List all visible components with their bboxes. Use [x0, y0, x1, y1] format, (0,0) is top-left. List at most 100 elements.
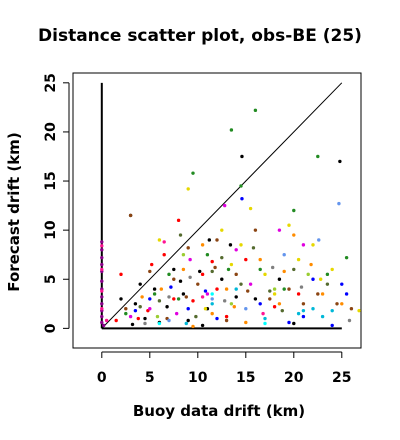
data-point: [349, 307, 354, 311]
data-point: [184, 321, 188, 326]
data-point: [248, 206, 253, 211]
data-point: [301, 243, 306, 247]
data-point: [186, 318, 190, 323]
data-point: [251, 246, 256, 250]
data-point: [357, 308, 361, 313]
data-point: [220, 228, 224, 232]
data-point: [272, 287, 277, 291]
data-point: [282, 287, 286, 291]
data-point: [220, 277, 224, 281]
data-point: [320, 292, 325, 296]
data-point: [172, 297, 176, 301]
data-point: [316, 292, 320, 296]
data-point: [234, 287, 238, 291]
data-point: [198, 269, 202, 274]
data-point: [347, 318, 352, 323]
data-point: [292, 208, 296, 213]
data-point: [301, 314, 306, 319]
data-point: [157, 321, 162, 326]
data-point: [157, 238, 162, 242]
data-point: [340, 282, 344, 286]
data-point: [114, 318, 118, 323]
data-point: [210, 259, 214, 264]
data-point: [188, 257, 192, 262]
data-point: [143, 321, 147, 326]
data-point: [320, 314, 325, 319]
data-point: [330, 267, 334, 272]
data-point: [311, 307, 315, 311]
data-point: [244, 257, 248, 262]
data-point: [162, 252, 166, 257]
data-point: [194, 314, 198, 319]
data-point: [337, 201, 341, 206]
data-point: [167, 318, 171, 323]
data-point: [148, 307, 152, 311]
data-point: [162, 240, 166, 244]
data-point: [270, 265, 275, 270]
data-point: [296, 292, 301, 296]
data-point: [226, 267, 231, 272]
data-point: [311, 243, 315, 247]
data-point: [100, 289, 104, 293]
y-axis: 0 5 10 15 20 25: [43, 73, 70, 333]
data-point: [172, 277, 176, 281]
data-point: [186, 246, 190, 250]
data-point: [229, 262, 234, 267]
data-point: [200, 272, 205, 277]
data-point: [330, 323, 334, 328]
x-tick-label: 10: [188, 370, 208, 386]
reference-lines: [100, 82, 343, 330]
y-tick-label: 5: [43, 274, 59, 284]
data-point: [176, 218, 181, 223]
data-point: [318, 277, 323, 281]
data-point: [292, 321, 296, 326]
x-axis-label: Buoy data drift (km): [132, 402, 306, 420]
data-point: [200, 295, 205, 299]
data-point: [203, 289, 208, 293]
data-point: [176, 297, 181, 301]
data-point: [200, 243, 205, 247]
data-point: [148, 297, 152, 301]
x-tick-label: 5: [145, 370, 155, 386]
data-point: [184, 295, 188, 299]
data-point: [119, 297, 123, 301]
data-point: [272, 305, 277, 309]
data-point: [325, 272, 330, 277]
data-point: [277, 228, 282, 232]
data-point: [188, 275, 192, 279]
data-point: [150, 262, 154, 267]
data-point: [248, 282, 253, 286]
data-point: [210, 292, 214, 296]
data-point: [309, 262, 313, 267]
data-point: [210, 302, 214, 306]
data-point: [234, 272, 238, 277]
data-points: [100, 108, 361, 329]
data-point: [220, 255, 224, 260]
data-point: [263, 321, 267, 326]
data-point: [100, 255, 104, 260]
data-point: [100, 302, 104, 306]
data-point: [280, 308, 284, 313]
data-point: [215, 316, 219, 321]
x-tick-label: 25: [332, 370, 351, 386]
data-point: [155, 314, 160, 319]
data-point: [222, 203, 227, 208]
data-point: [239, 282, 243, 286]
y-tick-label: 20: [43, 122, 59, 142]
data-point: [181, 252, 186, 257]
data-point: [100, 262, 104, 267]
data-point: [268, 289, 272, 293]
data-point: [335, 302, 339, 306]
data-point: [159, 287, 164, 291]
data-point: [210, 269, 214, 274]
data-point: [263, 272, 267, 277]
data-point: [232, 305, 236, 309]
data-point: [344, 292, 349, 296]
data-point: [234, 248, 238, 252]
data-point: [191, 299, 195, 303]
data-point: [133, 302, 138, 306]
data-point: [128, 314, 133, 319]
data-point: [244, 320, 248, 325]
data-point: [287, 287, 291, 291]
